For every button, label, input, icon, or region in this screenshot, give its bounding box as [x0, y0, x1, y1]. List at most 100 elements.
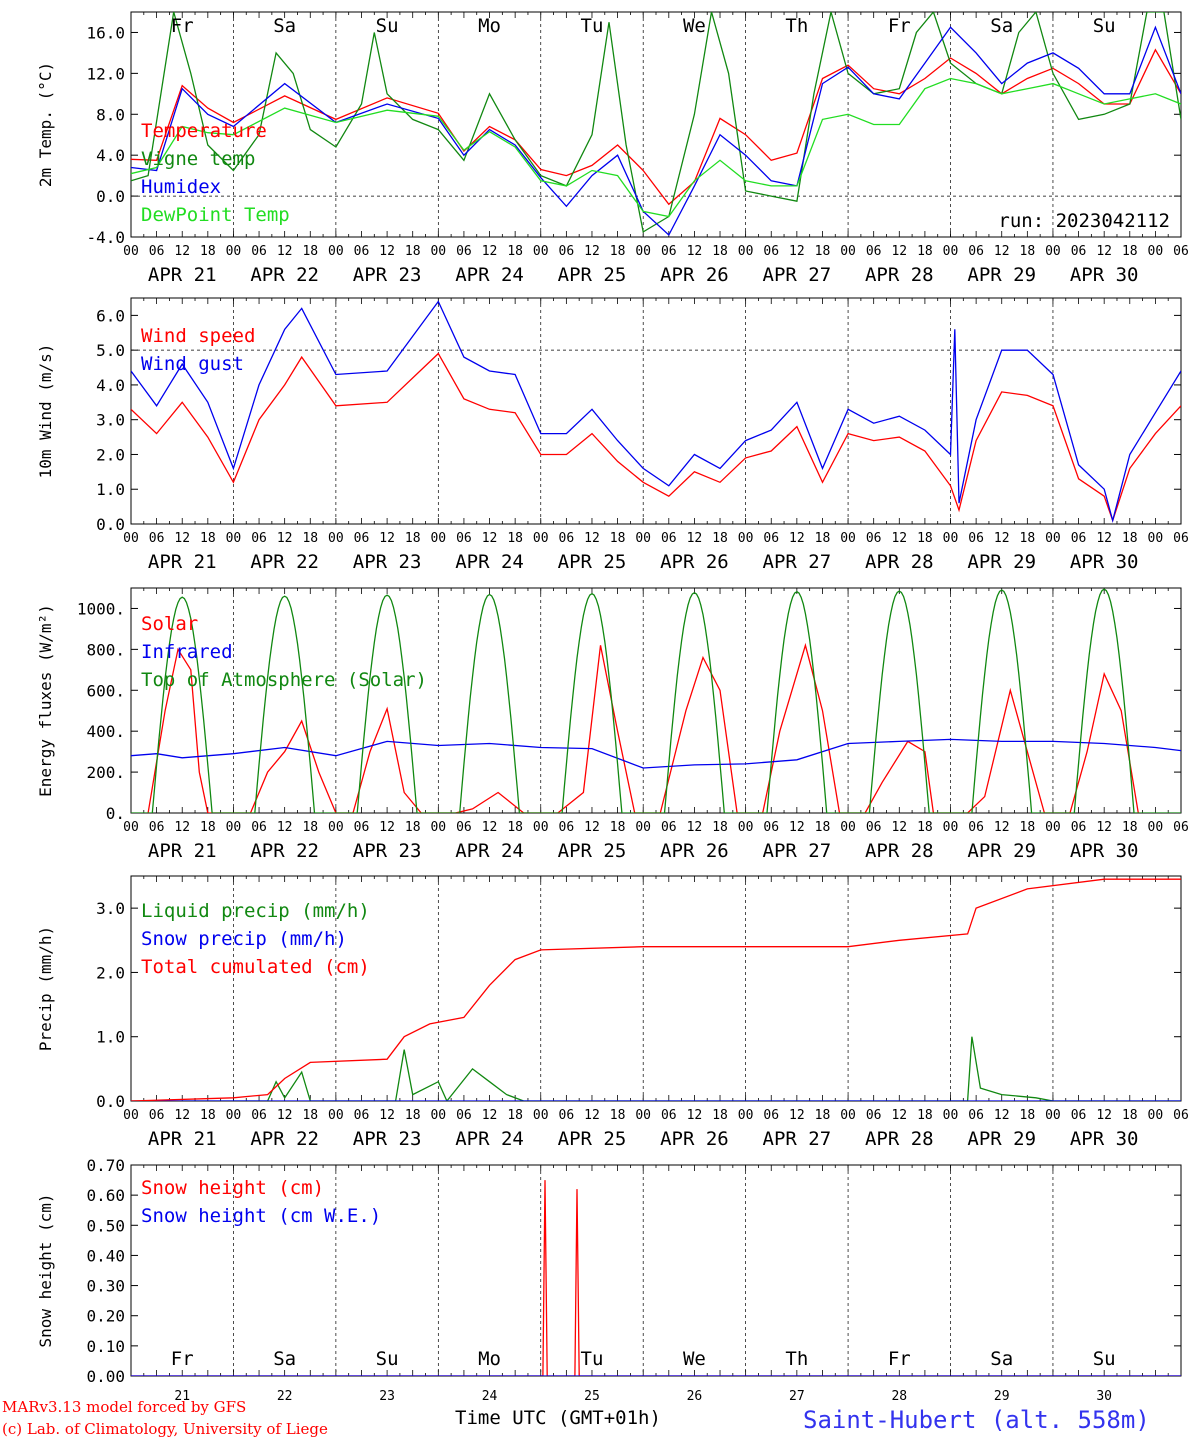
y-axis-label: 2m Temp. (°C): [36, 62, 55, 187]
y-tick-label: 2.0: [96, 445, 125, 464]
hour-tick-label: 12: [687, 244, 703, 259]
hour-tick-label: 12: [1096, 820, 1112, 835]
hour-tick-label: 06: [1173, 244, 1189, 259]
day-label: APR 21: [148, 1128, 217, 1150]
y-tick-label: 1.0: [96, 480, 125, 499]
hour-tick-label: 12: [277, 244, 293, 259]
series-snow-height-cm-: [131, 1180, 1181, 1376]
hour-tick-label: 06: [1173, 531, 1189, 546]
day-label: APR 27: [763, 551, 832, 573]
hour-tick-label: 06: [661, 1108, 677, 1123]
hour-tick-label: 18: [302, 1108, 318, 1123]
day-label: APR 22: [250, 840, 319, 862]
hour-tick-label: 00: [533, 531, 549, 546]
hour-tick-label: 06: [559, 1108, 575, 1123]
hour-tick-label: 06: [251, 820, 267, 835]
hour-tick-label: 00: [226, 820, 242, 835]
hour-tick-label: 00: [1148, 531, 1164, 546]
series-dewpoint-temp: [131, 77, 1181, 218]
hour-tick-label: 00: [533, 1108, 549, 1123]
plot-area: [131, 300, 1181, 524]
hour-tick-label: 06: [559, 244, 575, 259]
y-tick-label: 3.0: [96, 411, 125, 430]
day-label: APR 28: [865, 264, 934, 286]
hour-tick-label: 06: [763, 1108, 779, 1123]
hour-tick-label: 06: [456, 244, 472, 259]
panel-1: 0.0 1.0 2.0 3.0 4.0 5.0 6.0 10m Wind (m/s) Wind …: [36, 297, 1189, 573]
plot-frame: [130, 587, 1182, 814]
hour-tick-label: 00: [1148, 1108, 1164, 1123]
hour-tick-label: 18: [507, 244, 523, 259]
hour-tick-label: 18: [302, 531, 318, 546]
hour-tick-label: 12: [482, 820, 498, 835]
day-number-label: 29: [994, 1389, 1010, 1404]
hour-tick-label: 00: [1148, 820, 1164, 835]
day-label: APR 29: [967, 840, 1036, 862]
legend-entry: DewPoint Temp: [141, 204, 290, 226]
y-axis-label: 10m Wind (m/s): [36, 344, 55, 479]
y-axis-label: Precip (mm/h): [36, 926, 55, 1051]
day-number-label: 30: [1096, 1389, 1112, 1404]
series-humidex: [131, 25, 1181, 237]
hour-tick-label: 18: [610, 820, 626, 835]
day-label: APR 28: [865, 840, 934, 862]
day-label: APR 23: [353, 264, 422, 286]
hour-tick-label: 00: [533, 244, 549, 259]
hour-tick-label: 06: [866, 531, 882, 546]
hour-tick-label: 12: [789, 1108, 805, 1123]
day-label: APR 25: [558, 1128, 627, 1150]
legend-entry: Vigne temp: [141, 148, 255, 170]
hour-tick-label: 06: [149, 1108, 165, 1123]
hour-tick-label: 00: [328, 531, 344, 546]
panel-2: 0. 200. 400. 600. 800. 1000. Energy fluxes (W/…: [36, 587, 1189, 862]
y-tick-label: 0.40: [86, 1246, 125, 1265]
hour-tick-label: 18: [712, 820, 728, 835]
day-abbr: Th: [785, 15, 808, 37]
day-label: APR 22: [250, 551, 319, 573]
day-abbr: Sa: [273, 15, 296, 37]
legend-entry: Humidex: [141, 176, 221, 198]
day-label: APR 21: [148, 264, 217, 286]
y-tick-label: 8.0: [96, 105, 125, 124]
hour-tick-label: 06: [354, 1108, 370, 1123]
legend-entry: Total cumulated (cm): [141, 956, 370, 978]
hour-tick-label: 12: [994, 531, 1010, 546]
day-label: APR 24: [455, 1128, 524, 1150]
day-label: APR 25: [558, 264, 627, 286]
day-number-label: 21: [174, 1389, 190, 1404]
hour-tick-label: 12: [994, 820, 1010, 835]
hour-tick-label: 00: [123, 244, 139, 259]
hour-tick-label: 18: [405, 531, 421, 546]
hour-tick-label: 00: [1045, 820, 1061, 835]
legend-entry: Wind speed: [141, 325, 255, 347]
day-label: APR 25: [558, 551, 627, 573]
y-tick-label: 0.20: [86, 1307, 125, 1326]
day-abbr: Fr: [171, 1348, 194, 1370]
hour-tick-label: 18: [610, 531, 626, 546]
day-label: APR 21: [148, 551, 217, 573]
day-label: APR 23: [353, 551, 422, 573]
hour-tick-label: 18: [302, 244, 318, 259]
day-abbr: Sa: [990, 1348, 1013, 1370]
hour-tick-label: 12: [174, 1108, 190, 1123]
hour-tick-label: 18: [815, 820, 831, 835]
hour-tick-label: 06: [456, 820, 472, 835]
hour-tick-label: 12: [891, 244, 907, 259]
day-label: APR 30: [1070, 840, 1139, 862]
hour-tick-label: 06: [866, 820, 882, 835]
hour-tick-label: 18: [405, 244, 421, 259]
plot-area: [131, 1180, 1181, 1376]
y-tick-label: -4.0: [86, 228, 125, 247]
hour-tick-label: 18: [1020, 1108, 1036, 1123]
legend-entry: Snow precip (mm/h): [141, 928, 347, 950]
hour-tick-label: 18: [200, 244, 216, 259]
hour-tick-label: 00: [635, 531, 651, 546]
hour-tick-label: 18: [1122, 1108, 1138, 1123]
hour-tick-label: 18: [200, 820, 216, 835]
plot-area: [131, 588, 1181, 813]
y-tick-label: 6.0: [96, 306, 125, 325]
hour-tick-label: 18: [1020, 531, 1036, 546]
hour-tick-label: 00: [943, 1108, 959, 1123]
y-axis-label: Energy fluxes (W/m²): [36, 604, 55, 797]
day-abbr: Sa: [990, 15, 1013, 37]
